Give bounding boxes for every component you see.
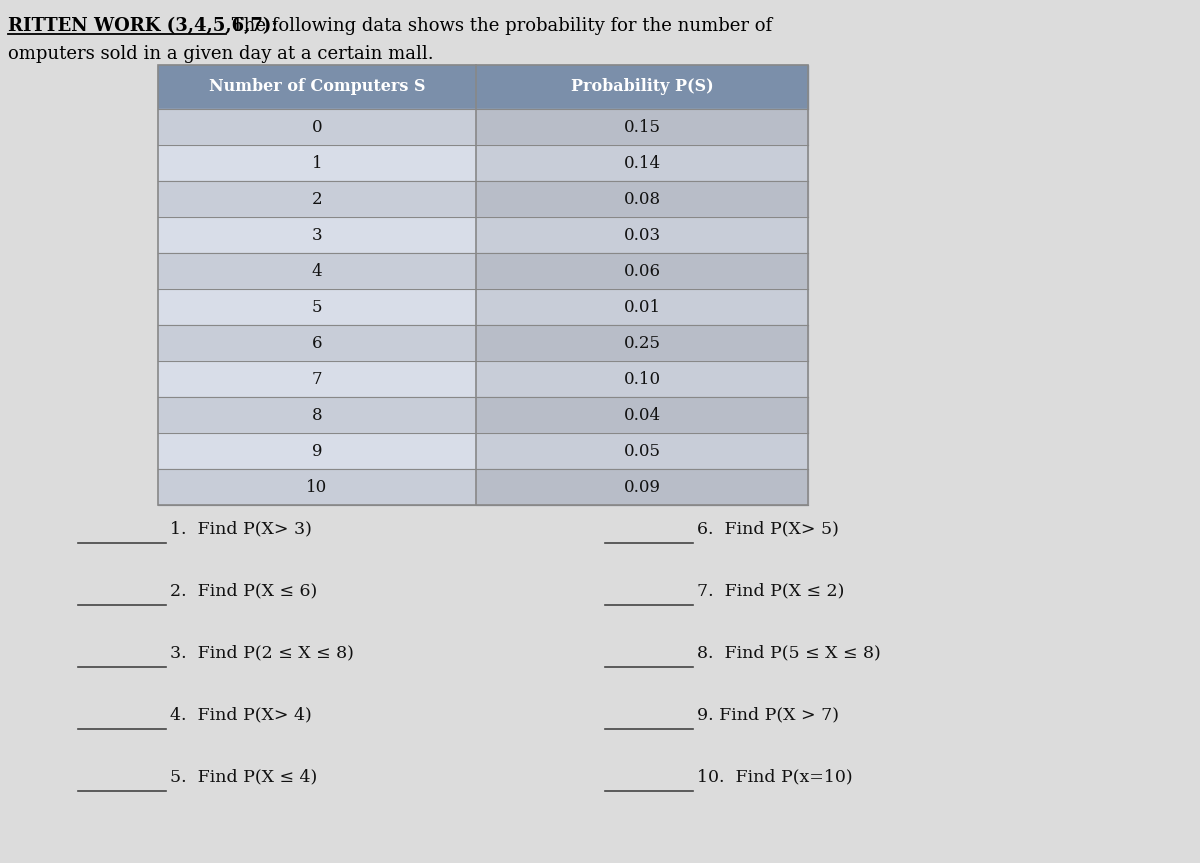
Bar bbox=[158, 65, 808, 109]
Text: omputers sold in a given day at a certain mall.: omputers sold in a given day at a certai… bbox=[8, 45, 433, 63]
Text: 7: 7 bbox=[312, 370, 323, 387]
Bar bbox=[476, 145, 808, 181]
Text: Probability P(S): Probability P(S) bbox=[571, 79, 713, 96]
Bar bbox=[476, 109, 808, 145]
Text: 0.04: 0.04 bbox=[624, 406, 660, 424]
Text: 0.10: 0.10 bbox=[624, 370, 660, 387]
Bar bbox=[158, 361, 476, 397]
Text: RITTEN WORK (3,4,5,6,7):: RITTEN WORK (3,4,5,6,7): bbox=[8, 17, 278, 35]
Text: 6: 6 bbox=[312, 335, 323, 351]
Text: 10: 10 bbox=[306, 478, 328, 495]
Text: 3.  Find P(2 ≤ X ≤ 8): 3. Find P(2 ≤ X ≤ 8) bbox=[170, 644, 354, 661]
Bar bbox=[476, 289, 808, 325]
Bar bbox=[158, 469, 476, 505]
Text: 0.15: 0.15 bbox=[624, 118, 660, 135]
Text: 9. Find P(X > 7): 9. Find P(X > 7) bbox=[697, 706, 839, 723]
Text: 2: 2 bbox=[312, 191, 323, 207]
Bar bbox=[158, 145, 476, 181]
Text: 10.  Find P(x=10): 10. Find P(x=10) bbox=[697, 768, 853, 785]
Text: 6.  Find P(X> 5): 6. Find P(X> 5) bbox=[697, 520, 839, 537]
Text: 0.05: 0.05 bbox=[624, 443, 660, 459]
Bar bbox=[476, 217, 808, 253]
Bar bbox=[158, 65, 808, 505]
Bar bbox=[476, 253, 808, 289]
Text: 4.  Find P(X> 4): 4. Find P(X> 4) bbox=[170, 706, 312, 723]
Text: 9: 9 bbox=[312, 443, 323, 459]
Bar bbox=[158, 325, 476, 361]
Text: 2.  Find P(X ≤ 6): 2. Find P(X ≤ 6) bbox=[170, 582, 317, 599]
Bar bbox=[158, 109, 476, 145]
Bar bbox=[476, 325, 808, 361]
Text: 5: 5 bbox=[312, 299, 323, 316]
Bar bbox=[158, 217, 476, 253]
Text: 0: 0 bbox=[312, 118, 323, 135]
Text: 7.  Find P(X ≤ 2): 7. Find P(X ≤ 2) bbox=[697, 582, 845, 599]
Text: 8: 8 bbox=[312, 406, 323, 424]
Text: 0.25: 0.25 bbox=[624, 335, 660, 351]
Text: 0.09: 0.09 bbox=[624, 478, 660, 495]
Bar bbox=[158, 253, 476, 289]
Bar bbox=[158, 181, 476, 217]
Bar bbox=[476, 397, 808, 433]
Bar bbox=[476, 361, 808, 397]
Text: 0.08: 0.08 bbox=[624, 191, 660, 207]
Text: 0.14: 0.14 bbox=[624, 154, 660, 172]
Bar bbox=[158, 289, 476, 325]
Text: 0.03: 0.03 bbox=[624, 226, 660, 243]
Text: 1: 1 bbox=[312, 154, 323, 172]
Bar bbox=[158, 397, 476, 433]
Bar bbox=[158, 433, 476, 469]
Text: 0.01: 0.01 bbox=[624, 299, 660, 316]
Text: 3: 3 bbox=[312, 226, 323, 243]
Text: Number of Computers S: Number of Computers S bbox=[209, 79, 425, 96]
Text: 0.06: 0.06 bbox=[624, 262, 660, 280]
Text: The following data shows the probability for the number of: The following data shows the probability… bbox=[226, 17, 772, 35]
Bar bbox=[476, 181, 808, 217]
Text: 4: 4 bbox=[312, 262, 323, 280]
Bar bbox=[476, 433, 808, 469]
Text: 1.  Find P(X> 3): 1. Find P(X> 3) bbox=[170, 520, 312, 537]
Bar bbox=[476, 469, 808, 505]
Text: 8.  Find P(5 ≤ X ≤ 8): 8. Find P(5 ≤ X ≤ 8) bbox=[697, 644, 881, 661]
Text: 5.  Find P(X ≤ 4): 5. Find P(X ≤ 4) bbox=[170, 768, 317, 785]
